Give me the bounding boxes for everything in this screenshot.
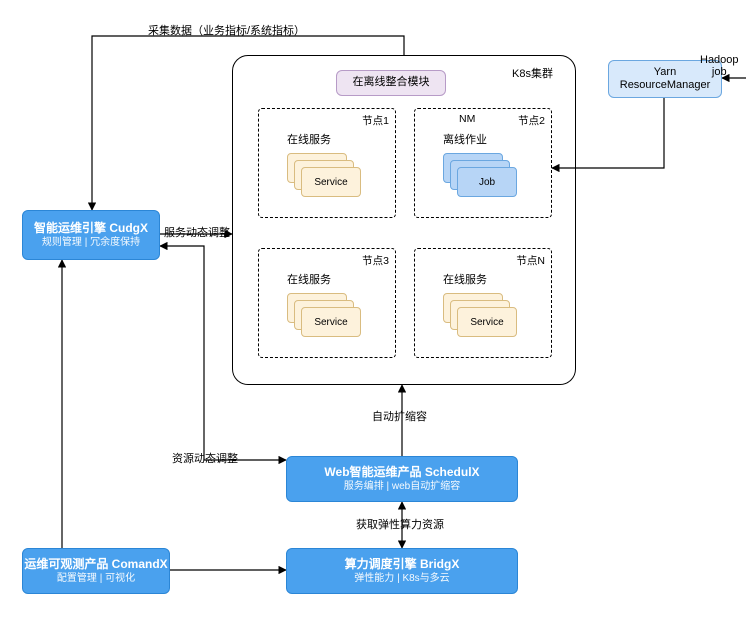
comandx-title: 运维可观测产品 ComandX [24,557,167,571]
card-stack: Service [443,293,523,343]
node-n1: 节点1 在线服务 Service [258,108,396,218]
node-title: 在线服务 [287,131,331,147]
service-card: Service [457,307,517,337]
label-adjust-service: 服务动态调整 [164,224,230,240]
integration-module-label: 在离线整合模块 [353,76,430,89]
card-stack: Service [287,293,367,343]
node-title: 离线作业 [443,131,487,147]
job-card: Job [457,167,517,197]
bridgx-box: 算力调度引擎 BridgX 弹性能力 | K8s与多云 [286,548,518,594]
cudgx-box: 智能运维引擎 CudgX 规则管理 | 冗余度保持 [22,210,160,260]
hadoop-line1: Hadoop [700,54,739,66]
schedulx-title: Web智能运维产品 SchedulX [324,465,479,479]
card-stack: Service [287,153,367,203]
node-n3: 节点3 在线服务 Service [258,248,396,358]
node-corner-label: 节点2 [518,113,545,128]
integration-module: 在离线整合模块 [336,70,446,96]
yarn-line2: ResourceManager [620,79,711,92]
node-title: 在线服务 [443,271,487,287]
bridgx-sub: 弹性能力 | K8s与多云 [354,573,449,585]
schedulx-sub: 服务编排 | web自动扩缩容 [344,481,461,493]
service-card: Service [301,307,361,337]
node-corner-label: 节点1 [362,113,389,128]
comandx-box: 运维可观测产品 ComandX 配置管理 | 可视化 [22,548,170,594]
comandx-sub: 配置管理 | 可视化 [57,573,135,585]
hadoop-line2: job [712,66,727,78]
label-elastic: 获取弹性算力资源 [356,516,444,532]
hadoop-job-label: Hadoop job [700,54,739,78]
cudgx-sub: 规则管理 | 冗余度保持 [42,237,140,249]
node-nN: 节点N 在线服务 Service [414,248,552,358]
yarn-line1: Yarn [654,66,676,79]
card-stack: Job [443,153,523,203]
node-title: 在线服务 [287,271,331,287]
bridgx-title: 算力调度引擎 BridgX [345,557,460,571]
node-corner-label: 节点N [516,253,545,268]
schedulx-box: Web智能运维产品 SchedulX 服务编排 | web自动扩缩容 [286,456,518,502]
node-n2: 节点2 NM 离线作业 Job [414,108,552,218]
label-collect: 采集数据（业务指标/系统指标） [148,22,305,38]
node-badge: NM [459,113,475,125]
node-corner-label: 节点3 [362,253,389,268]
cudgx-title: 智能运维引擎 CudgX [34,221,148,235]
label-adjust-resource: 资源动态调整 [172,450,238,466]
k8s-cluster-label: K8s集群 [512,65,553,81]
service-card: Service [301,167,361,197]
label-autoscale: 自动扩缩容 [372,408,427,424]
